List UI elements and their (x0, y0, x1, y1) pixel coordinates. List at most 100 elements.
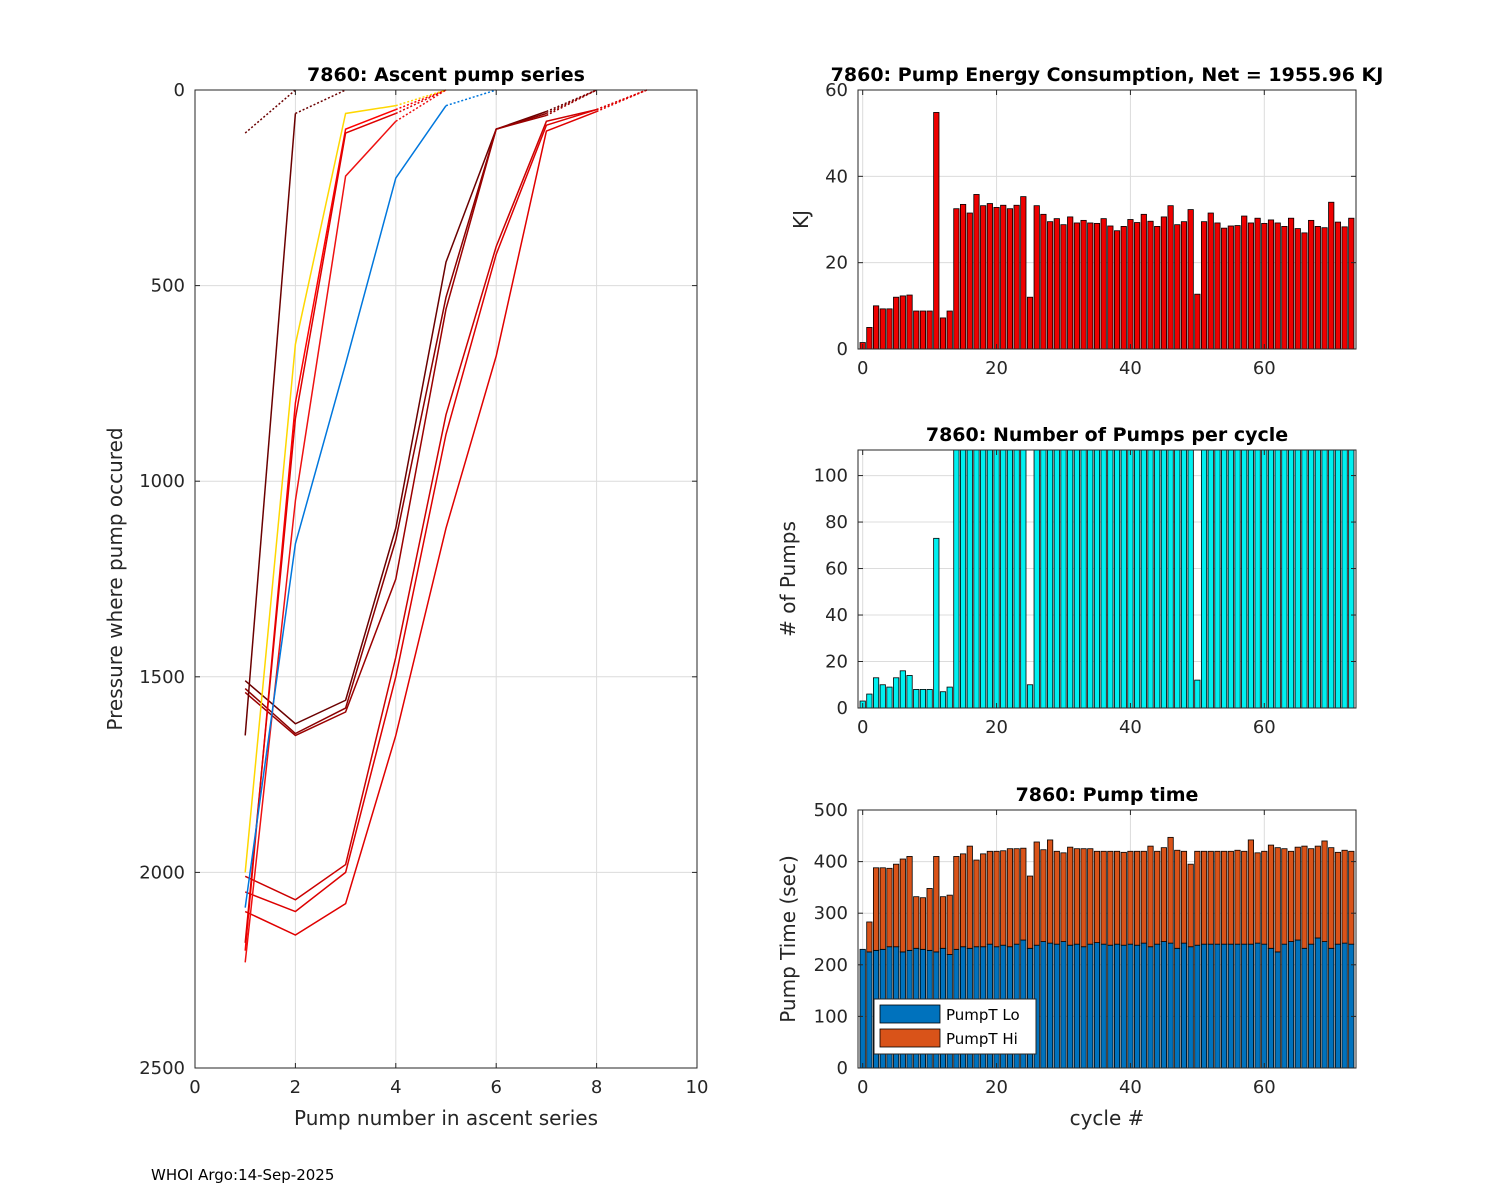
pumptime-bar-hi (1328, 847, 1335, 949)
ascent-y-tick-label: 1500 (139, 667, 185, 688)
pumps-bar (1267, 449, 1275, 709)
energy-bar (886, 308, 893, 350)
pumptime-bar-lo (1120, 944, 1127, 1069)
pumptime-x-axis-label: cycle # (1070, 1106, 1145, 1130)
pumptime-bar-hi (933, 856, 940, 953)
pumptime-bar-hi (1214, 850, 1221, 945)
energy-title: 7860: Pump Energy Consumption, Net = 195… (831, 64, 1384, 86)
pumptime-bar-lo (1294, 939, 1301, 1069)
pumps-bar (1140, 449, 1147, 709)
pumps-bar (1060, 449, 1067, 709)
pumptime-bar-hi (973, 859, 980, 948)
energy-y-tick-label: 20 (825, 253, 848, 274)
pumptime-bar-hi (1093, 850, 1101, 944)
pumps-bar (1214, 449, 1221, 709)
pumptime-legend: PumpT Lo PumpT Hi (873, 998, 1037, 1055)
pumps-bar (1020, 449, 1027, 709)
pumptime-bar-hi (1160, 847, 1167, 942)
pumps-x-tick-label: 20 (985, 717, 1008, 738)
pump-time-chart: 0 20 40 60 0 100 200 300 400 500 7860: Pump time cy… (776, 784, 1357, 1130)
ascent-series-line-10 (244, 112, 397, 943)
pumptime-bar-lo (1134, 944, 1141, 1069)
pumptime-bar-lo (1040, 941, 1047, 1069)
pumptime-bar-hi (946, 894, 953, 955)
pumptime-bar-hi (1073, 848, 1080, 945)
pumptime-bar-lo (1261, 943, 1268, 1069)
pumptime-bar-lo (1348, 943, 1355, 1069)
pumptime-bar-lo (1187, 946, 1194, 1069)
pumptime-x-tick-label: 20 (985, 1077, 1008, 1098)
energy-bar (1321, 227, 1328, 350)
pumps-bar (953, 449, 960, 709)
pumptime-bar-lo (1113, 943, 1121, 1069)
pumps-bar (1154, 449, 1161, 709)
pumptime-bar-hi (1180, 850, 1188, 944)
energy-y-axis-label: KJ (789, 210, 813, 229)
energy-bar (1227, 225, 1234, 350)
ascent-y-axis-label: Pressure where pump occured (103, 427, 127, 730)
ascent-series-line-9 (244, 120, 397, 963)
pumps-axes-frame (857, 449, 1357, 709)
ascent-series-line-11 (244, 104, 396, 873)
ascent-title: 7860: Ascent pump series (307, 64, 585, 86)
ascent-series-surface-segment-12 (445, 89, 497, 107)
energy-bar (1301, 232, 1308, 350)
pumptime-bar-lo (1207, 943, 1214, 1069)
pumps-bar (1113, 449, 1121, 709)
pumps-bar (1160, 449, 1167, 709)
pumptime-bar-lo (1080, 946, 1087, 1069)
pumps-bar (1261, 449, 1268, 709)
energy-axes-frame (857, 89, 1357, 350)
energy-x-tick-label: 60 (1253, 358, 1276, 379)
energy-bar (1281, 226, 1288, 350)
pumptime-bar-hi (1341, 849, 1348, 944)
pumptime-bar-hi (1120, 851, 1127, 946)
energy-x-tick-label: 40 (1119, 358, 1142, 379)
pumptime-bar-lo (1214, 943, 1221, 1069)
pumps-bar (939, 691, 947, 709)
pumps-bar (906, 675, 913, 709)
ascent-series-line-2 (244, 114, 547, 737)
pumps-bar (966, 449, 973, 709)
pumptime-bar-hi (939, 896, 947, 949)
energy-bar (866, 327, 873, 350)
ascent-y-tick-label: 1000 (139, 471, 185, 492)
energy-bar (1234, 225, 1241, 350)
energy-bar (1073, 222, 1080, 350)
pumptime-bar-hi (1147, 845, 1154, 948)
energy-bar (980, 205, 987, 350)
pumps-bar (973, 449, 980, 709)
ascent-series-line-6 (244, 108, 597, 913)
energy-bar (1267, 219, 1275, 350)
pumps-bar (1308, 449, 1315, 709)
energy-bar (906, 294, 913, 350)
pumptime-x-tick-label: 0 (857, 1077, 868, 1098)
pumptime-bar-hi (1348, 850, 1355, 945)
pumps-bar (1006, 449, 1014, 709)
energy-bar (1348, 217, 1355, 350)
pumps-y-tick-label: 80 (825, 512, 848, 533)
energy-bar (1134, 222, 1141, 350)
pumptime-bar-hi (1107, 850, 1114, 946)
energy-bar (1221, 227, 1228, 350)
pumps-y-tick-label: 40 (825, 605, 848, 626)
energy-bar (966, 212, 973, 350)
pumptime-legend-label-lo: PumpT Lo (946, 1006, 1020, 1024)
pumptime-bar-hi (1241, 850, 1248, 945)
energy-bar (1167, 205, 1174, 350)
pumptime-bar-lo (1328, 947, 1335, 1069)
pumps-y-tick-label: 0 (837, 698, 848, 719)
ascent-series-line-12 (244, 105, 447, 908)
energy-bar (1006, 208, 1014, 350)
energy-bar (1147, 220, 1154, 350)
pumptime-bar-hi (1321, 840, 1328, 942)
pumps-bar (926, 689, 933, 709)
pumptime-bar-hi (1308, 848, 1315, 945)
pumptime-bar-lo (1341, 942, 1348, 1069)
energy-bar (1026, 296, 1034, 350)
energy-bar (1127, 219, 1134, 350)
ascent-series-surface-segment-9 (395, 89, 447, 122)
pumps-bar (1134, 449, 1141, 709)
pumptime-bar-hi (1134, 850, 1141, 946)
pumptime-bar-hi (1274, 847, 1281, 953)
